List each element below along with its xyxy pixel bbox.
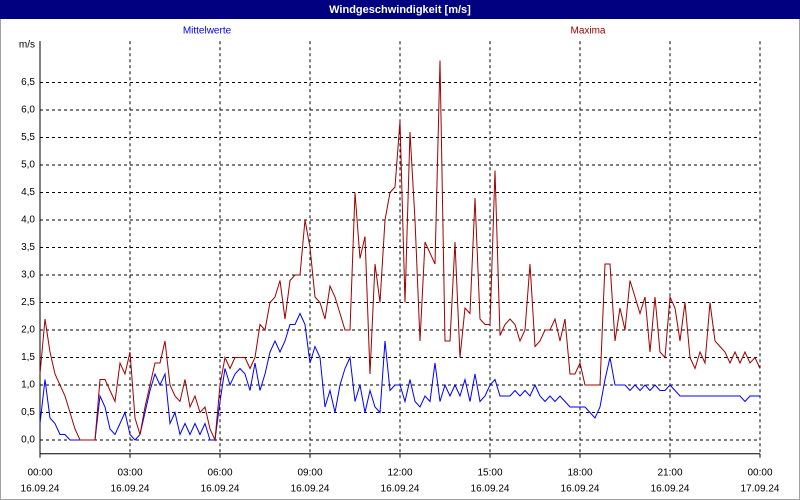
chart-title: Windgeschwindigkeit [m/s] <box>329 4 471 16</box>
y-tick-label: 4,5 <box>21 187 35 198</box>
line <box>39 312 760 441</box>
x-tick-date: 16.09.24 <box>201 483 240 494</box>
x-tick-label: 06:00 <box>207 467 232 478</box>
legend-entry: Maxima <box>570 26 605 37</box>
x-tick-date: 16.09.24 <box>111 483 150 494</box>
y-tick-label: 3,0 <box>21 270 35 281</box>
x-tick-label: 03:00 <box>117 467 142 478</box>
y-tick-label: 1,5 <box>21 352 35 363</box>
x-tick-date: 16.09.24 <box>651 483 690 494</box>
y-tick-label: 6,0 <box>21 105 35 116</box>
y-tick-label: 0,5 <box>21 407 35 418</box>
x-tick-date: 16.09.24 <box>381 483 420 494</box>
line <box>39 60 761 442</box>
x-tick-label: 15:00 <box>477 467 502 478</box>
legend-entry: Mittelwerte <box>183 26 232 37</box>
x-tick-date: 16.09.24 <box>21 483 60 494</box>
y-tick-label: 0,0 <box>21 435 35 446</box>
y-tick-label: 5,5 <box>21 132 35 143</box>
y-unit: m/s <box>19 40 35 51</box>
y-tick-label: 2,5 <box>21 297 35 308</box>
y-tick-label: 2,0 <box>21 325 35 336</box>
x-tick-label: 12:00 <box>387 467 412 478</box>
x-tick-label: 18:00 <box>567 467 592 478</box>
x-tick-label: 00:00 <box>27 467 52 478</box>
x-tick-label: 00:00 <box>747 467 772 478</box>
x-tick-date: 17.09.24 <box>741 483 780 494</box>
y-tick-label: 6,5 <box>21 77 35 88</box>
y-tick-label: 5,0 <box>21 160 35 171</box>
y-tick-label: 4,0 <box>21 215 35 226</box>
x-tick-date: 16.09.24 <box>561 483 600 494</box>
x-tick-date: 16.09.24 <box>291 483 330 494</box>
y-tick-label: 3,5 <box>21 242 35 253</box>
x-tick-label: 09:00 <box>297 467 322 478</box>
y-tick-label: 1,0 <box>21 380 35 391</box>
x-tick-date: 16.09.24 <box>471 483 510 494</box>
title-bar <box>0 0 800 19</box>
x-tick-label: 21:00 <box>657 467 682 478</box>
